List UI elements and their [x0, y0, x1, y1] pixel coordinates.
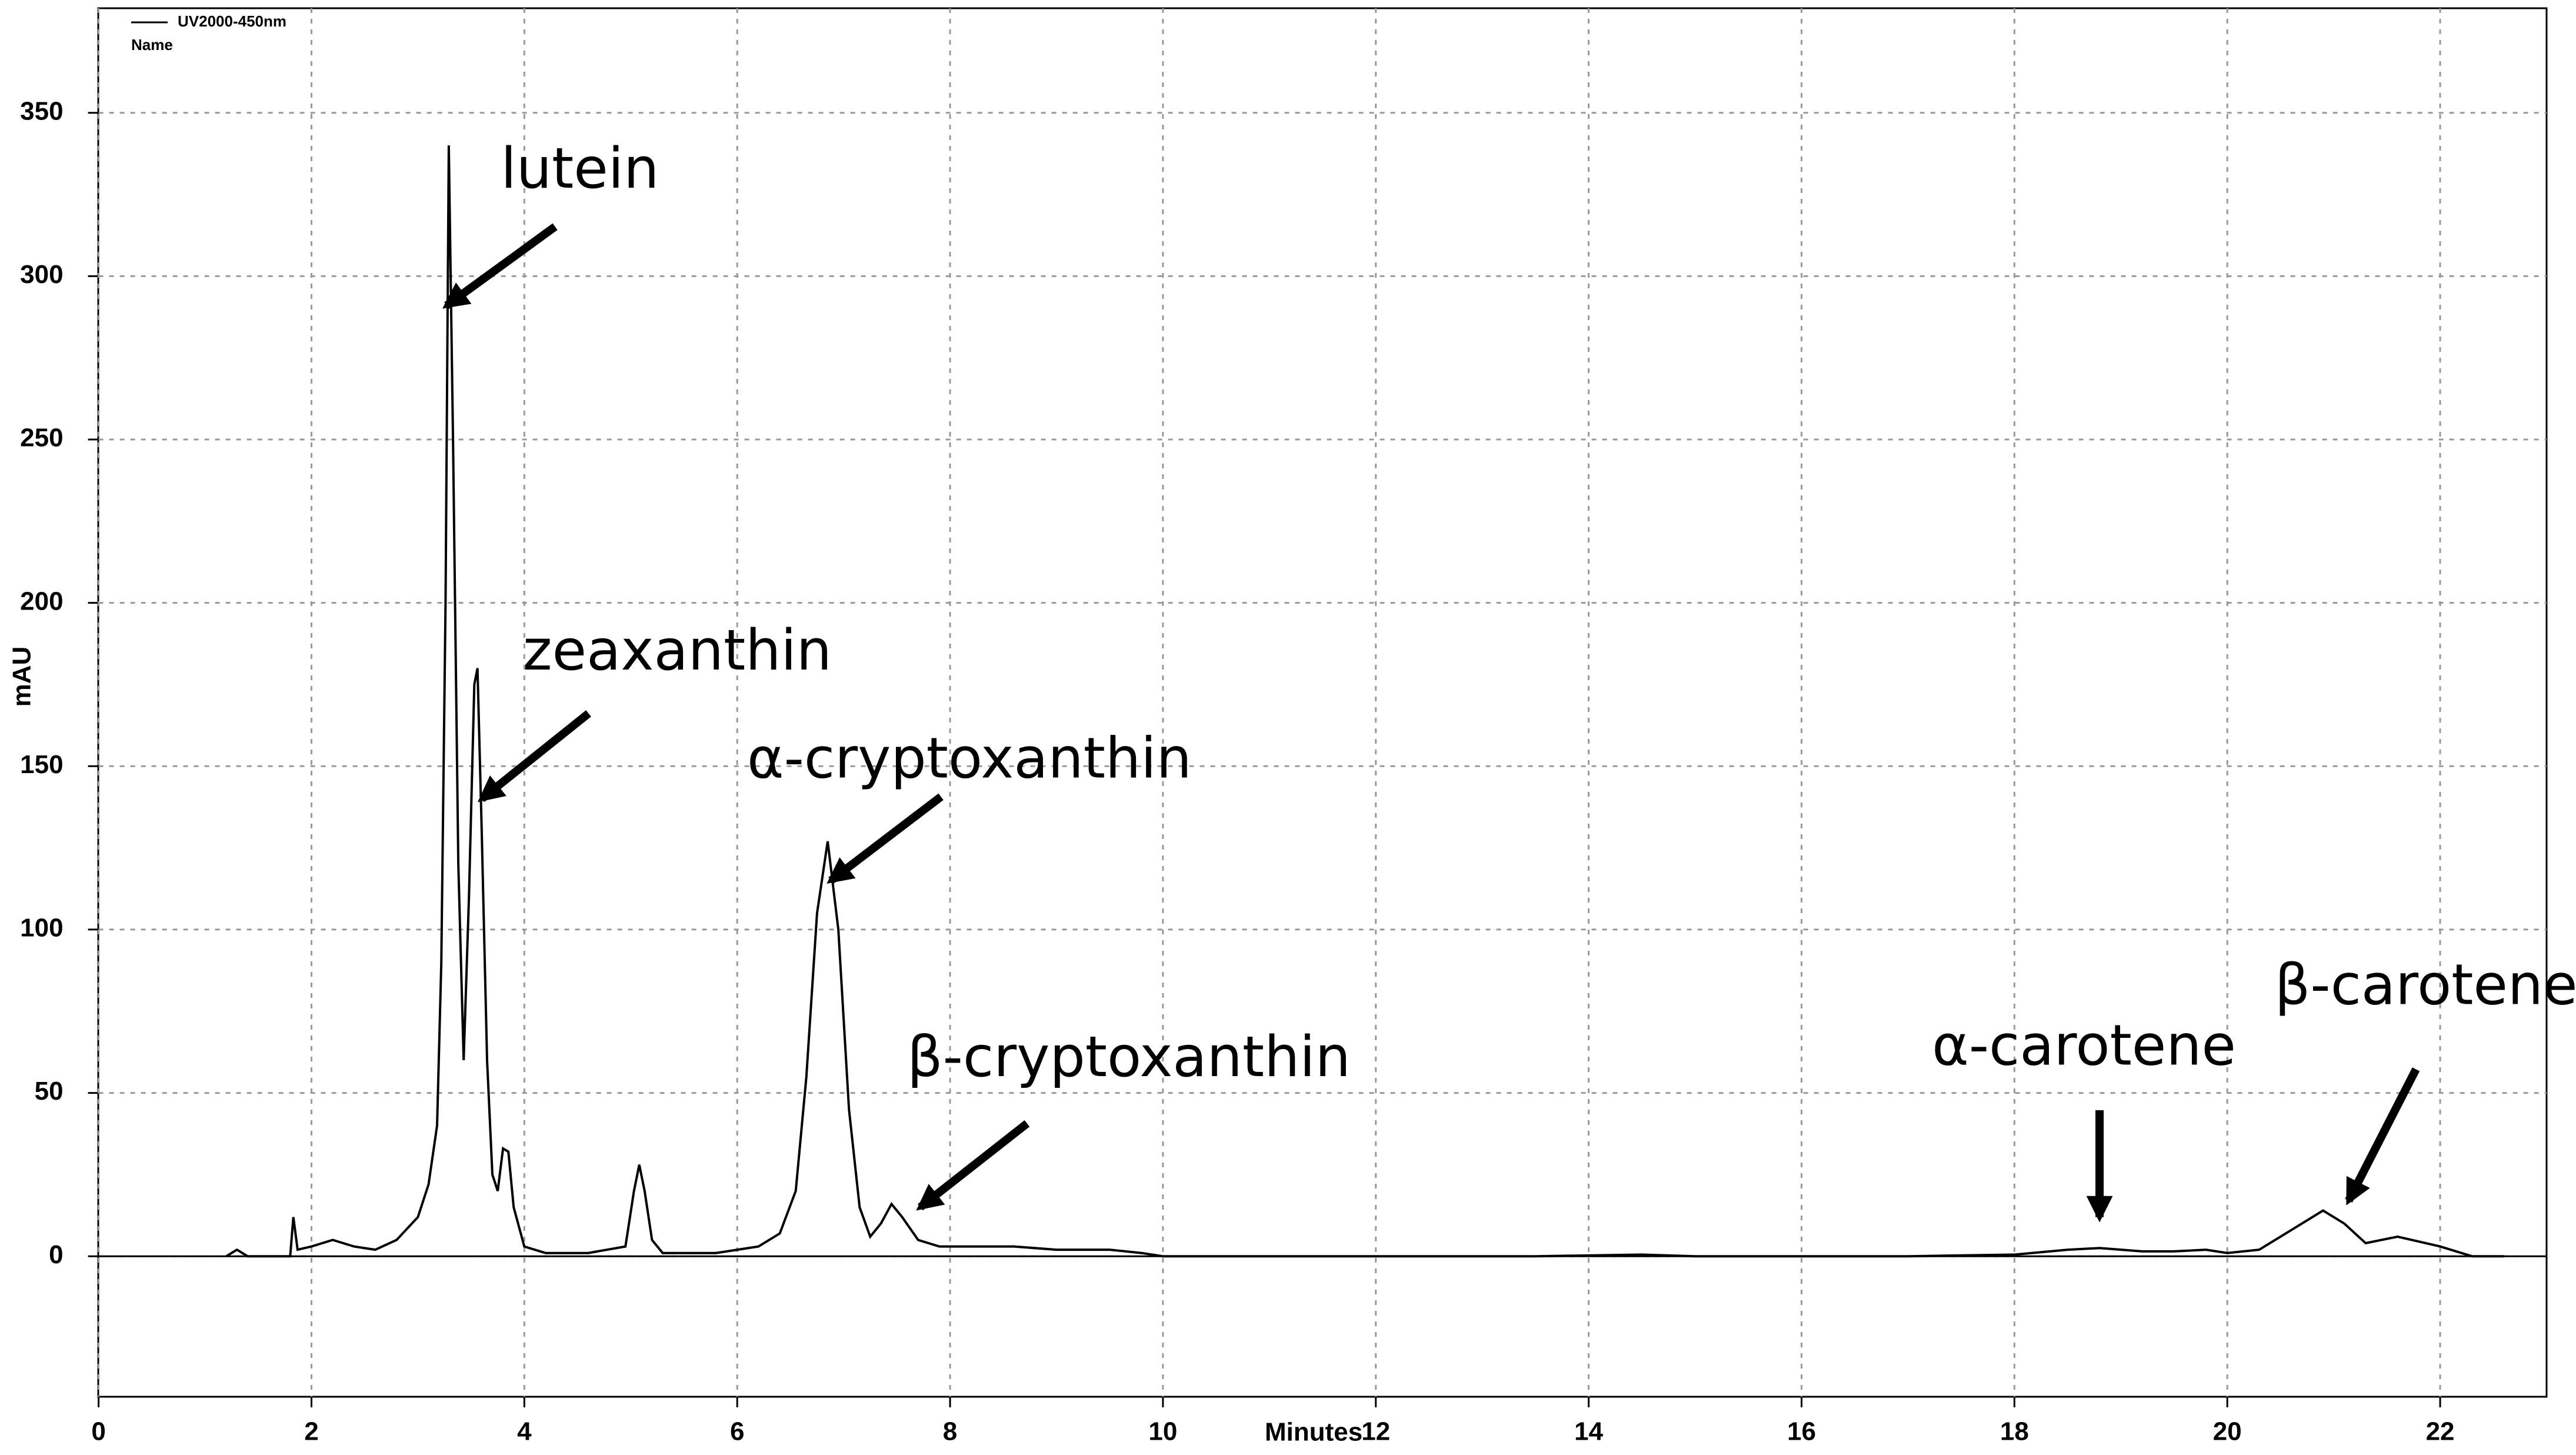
legend-label: Name: [131, 36, 173, 54]
x-tick-label: 4: [517, 1417, 532, 1446]
trace: [225, 145, 2504, 1258]
x-tick-label: 18: [2000, 1417, 2029, 1446]
y-tick-label: 100: [20, 914, 63, 943]
x-tick-label: 8: [943, 1417, 957, 1446]
annotation-label: α-carotene: [1932, 1014, 2236, 1078]
x-tick-label: 22: [2426, 1417, 2455, 1446]
legend-label: UV2000-450nm: [178, 12, 286, 30]
annotation-label: lutein: [501, 136, 659, 201]
annotation-arrow: [827, 793, 944, 884]
annotation-label: β-cryptoxanthin: [907, 1025, 1351, 1090]
x-tick-label: 14: [1574, 1417, 1603, 1446]
x-tick-label: 20: [2213, 1417, 2242, 1446]
x-tick-label: 2: [304, 1417, 318, 1446]
x-tick-label: 0: [91, 1417, 105, 1446]
y-tick-label: 0: [49, 1240, 63, 1269]
y-tick-label: 200: [20, 587, 63, 615]
annotation-label: zeaxanthin: [523, 618, 832, 683]
y-tick-label: 350: [20, 96, 63, 125]
x-axis-label: Minutes: [1265, 1418, 1362, 1447]
annotation-arrow: [916, 1120, 1030, 1211]
annotation-arrow: [2345, 1067, 2420, 1206]
annotation-label: α-cryptoxanthin: [747, 726, 1192, 791]
x-tick-label: 10: [1148, 1417, 1177, 1446]
annotation-label: β-carotene: [2275, 953, 2576, 1017]
x-tick-label: 6: [730, 1417, 744, 1446]
y-axis-label: mAU: [8, 647, 36, 707]
plot-frame: [97, 7, 2548, 1398]
y-tick-label: 150: [20, 750, 63, 779]
annotation-arrow: [442, 223, 558, 309]
y-tick-label: 300: [20, 260, 63, 289]
x-tick-label: 12: [1361, 1417, 1390, 1446]
x-tick-label: 16: [1787, 1417, 1816, 1446]
y-tick-label: 50: [35, 1077, 64, 1106]
annotation-arrow: [477, 710, 591, 803]
y-tick-label: 250: [20, 424, 63, 452]
